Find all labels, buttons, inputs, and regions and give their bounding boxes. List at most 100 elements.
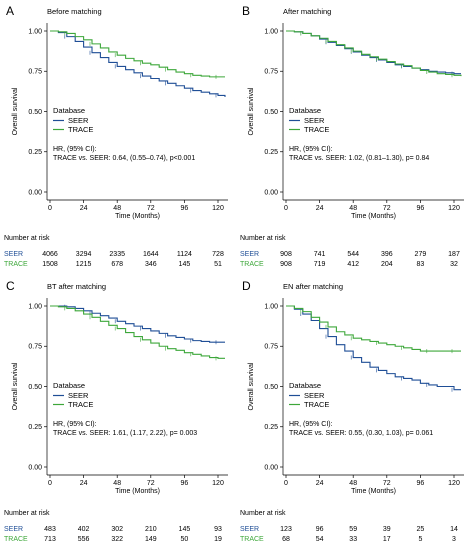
risk-value: 741: [314, 251, 326, 258]
risk-value: 68: [282, 536, 290, 543]
y-axis-label: Overall survival: [248, 87, 255, 135]
panel-a: A Before matching 0.00 0.25 0.50 0.75 1.00 0 24 4…: [4, 4, 228, 268]
hr-text: TRACE vs. SEER: 0.64, (0.55–0.74), p<0.0…: [53, 155, 195, 162]
panel-b: B After matching 0.00 0.25 0.50 0.75 1.00 0 24 48…: [240, 4, 464, 268]
risk-value: 149: [145, 536, 157, 543]
hr-label: HR, (95% CI):: [289, 421, 333, 428]
risk-value: 4066: [42, 251, 58, 258]
y-tick-label: 0.00: [28, 189, 42, 196]
x-axis-label: Time (Months): [351, 213, 396, 220]
x-tick-label: 72: [383, 480, 391, 487]
x-tick-label: 48: [113, 480, 121, 487]
hr-text: TRACE vs. SEER: 0.55, (0.30, 1.03), p= 0…: [289, 430, 433, 437]
x-tick-label: 24: [316, 480, 324, 487]
risk-value: 25: [417, 526, 425, 533]
x-axis-label: Time (Months): [115, 213, 160, 220]
risk-value: 39: [383, 526, 391, 533]
risk-value: 678: [111, 261, 123, 268]
risk-title: Number at risk: [240, 235, 286, 242]
y-axis-label: Overall survival: [248, 362, 255, 410]
risk-value: 412: [347, 261, 359, 268]
series-line-trace: [50, 30, 225, 78]
risk-value: 908: [280, 251, 292, 258]
risk-value: 396: [381, 251, 393, 258]
panel-letter: C: [6, 279, 15, 293]
risk-value: 59: [349, 526, 357, 533]
x-axis-label: Time (Months): [115, 488, 160, 495]
series-line-seer: [50, 30, 226, 98]
risk-value: 14: [450, 526, 458, 533]
risk-row-name: TRACE: [4, 536, 28, 543]
risk-value: 544: [347, 251, 359, 258]
risk-value: 210: [145, 526, 157, 533]
legend-entry: TRACE: [304, 125, 329, 134]
y-axis-label: Overall survival: [12, 362, 19, 410]
hr-text: TRACE vs. SEER: 1.02, (0.81–1.30), p= 0.…: [289, 155, 429, 162]
risk-value: 83: [417, 261, 425, 268]
legend-entry: TRACE: [304, 400, 329, 409]
x-tick-label: 0: [284, 205, 288, 212]
x-tick-label: 48: [349, 205, 357, 212]
y-tick-label: 0.25: [264, 149, 278, 156]
y-tick-label: 1.00: [28, 28, 42, 35]
risk-value: 3: [452, 536, 456, 543]
risk-row-name: TRACE: [240, 536, 264, 543]
panel-letter: D: [242, 279, 251, 293]
series-line-seer: [50, 305, 225, 343]
y-tick-label: 0.25: [264, 424, 278, 431]
x-tick-label: 96: [417, 205, 425, 212]
series-line-trace: [286, 30, 462, 77]
panel-d: D EN after matching 0.00 0.25 0.50 0.75 1.00 0 2…: [240, 279, 464, 543]
x-tick-label: 96: [417, 480, 425, 487]
legend-entry: SEER: [304, 116, 325, 125]
risk-row-name: SEER: [240, 526, 259, 533]
risk-value: 3294: [76, 251, 92, 258]
risk-value: 322: [111, 536, 123, 543]
y-tick-label: 0.75: [264, 344, 278, 351]
x-tick-label: 120: [212, 480, 224, 487]
risk-value: 5: [418, 536, 422, 543]
risk-value: 302: [111, 526, 123, 533]
y-tick-label: 0.75: [28, 69, 42, 76]
hr-label: HR, (95% CI):: [53, 421, 97, 428]
risk-value: 279: [415, 251, 427, 258]
y-tick-label: 0.50: [28, 384, 42, 391]
risk-value: 719: [314, 261, 326, 268]
series-line-trace: [286, 305, 461, 352]
x-tick-label: 72: [147, 205, 155, 212]
y-tick-label: 0.75: [264, 69, 278, 76]
legend-title: Database: [53, 381, 85, 390]
risk-row-name: SEER: [4, 526, 23, 533]
y-tick-label: 1.00: [264, 303, 278, 310]
x-tick-label: 48: [349, 480, 357, 487]
series-line-seer: [286, 30, 461, 75]
series-line-trace: [50, 305, 225, 359]
risk-row-name: SEER: [4, 251, 23, 258]
risk-value: 17: [383, 536, 391, 543]
series-line-seer: [286, 305, 461, 391]
risk-value: 402: [78, 526, 90, 533]
risk-value: 713: [44, 536, 56, 543]
y-tick-label: 0.25: [28, 149, 42, 156]
legend-entry: SEER: [68, 391, 89, 400]
x-tick-label: 120: [448, 205, 460, 212]
risk-title: Number at risk: [4, 510, 50, 517]
risk-value: 145: [179, 526, 191, 533]
x-tick-label: 24: [316, 205, 324, 212]
x-tick-label: 0: [48, 205, 52, 212]
risk-row-name: TRACE: [4, 261, 28, 268]
risk-value: 96: [316, 526, 324, 533]
hr-label: HR, (95% CI):: [289, 146, 333, 153]
panel-title: EN after matching: [283, 282, 343, 291]
y-tick-label: 0.00: [264, 189, 278, 196]
y-tick-label: 0.00: [28, 464, 42, 471]
panel-title: After matching: [283, 7, 331, 16]
hr-text: TRACE vs. SEER: 1.61, (1.17, 2.22), p= 0…: [53, 430, 197, 437]
risk-value: 33: [349, 536, 357, 543]
x-tick-label: 48: [113, 205, 121, 212]
y-tick-label: 0.50: [264, 384, 278, 391]
risk-value: 2335: [109, 251, 125, 258]
y-tick-label: 0.00: [264, 464, 278, 471]
y-tick-label: 0.50: [28, 109, 42, 116]
